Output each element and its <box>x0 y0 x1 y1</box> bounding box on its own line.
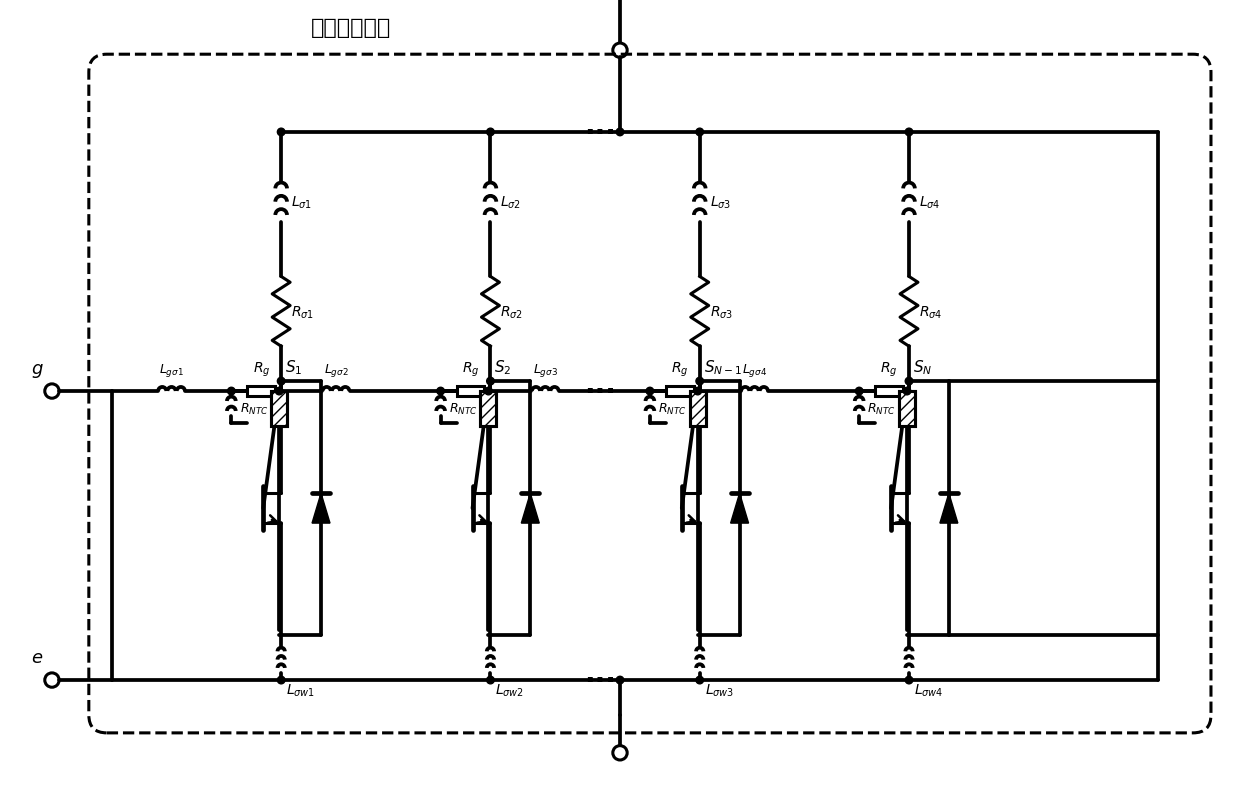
Polygon shape <box>730 494 749 523</box>
Text: $L_{\sigma w3}$: $L_{\sigma w3}$ <box>704 682 734 698</box>
Text: g: g <box>31 359 42 378</box>
Text: $L_{\sigma 3}$: $L_{\sigma 3}$ <box>709 195 730 211</box>
Text: $L_{g\sigma 4}$: $L_{g\sigma 4}$ <box>742 362 768 379</box>
Circle shape <box>486 676 495 684</box>
Bar <box>666 387 693 397</box>
Circle shape <box>903 388 911 395</box>
Circle shape <box>275 388 283 395</box>
Circle shape <box>696 129 703 136</box>
Text: ···: ··· <box>584 378 616 406</box>
Text: $S_1$: $S_1$ <box>285 358 303 376</box>
Text: $R_g$: $R_g$ <box>253 360 270 379</box>
Text: $R_{\sigma 3}$: $R_{\sigma 3}$ <box>709 304 733 320</box>
Circle shape <box>856 388 863 395</box>
Circle shape <box>486 129 495 136</box>
Circle shape <box>436 388 444 395</box>
Text: $R_{NTC}$: $R_{NTC}$ <box>239 401 268 417</box>
Text: ···: ··· <box>584 118 616 147</box>
Bar <box>247 387 275 397</box>
Text: $S_N$: $S_N$ <box>913 358 932 376</box>
Bar <box>689 392 706 427</box>
Bar <box>899 392 915 427</box>
Text: $S_2$: $S_2$ <box>495 358 512 376</box>
Polygon shape <box>312 494 330 523</box>
Circle shape <box>616 676 624 684</box>
Text: $R_{NTC}$: $R_{NTC}$ <box>658 401 687 417</box>
Circle shape <box>278 378 285 385</box>
Circle shape <box>486 378 495 385</box>
Text: $L_{\sigma w2}$: $L_{\sigma w2}$ <box>496 682 525 698</box>
Text: $R_{NTC}$: $R_{NTC}$ <box>868 401 897 417</box>
Text: $L_{\sigma 4}$: $L_{\sigma 4}$ <box>919 195 940 211</box>
Text: $R_{\sigma 4}$: $R_{\sigma 4}$ <box>919 304 942 320</box>
Text: e: e <box>31 648 42 667</box>
Circle shape <box>694 388 702 395</box>
Text: $R_g$: $R_g$ <box>880 360 898 379</box>
Text: $L_{\sigma w1}$: $L_{\sigma w1}$ <box>286 682 315 698</box>
Text: $L_{\sigma 2}$: $L_{\sigma 2}$ <box>501 195 522 211</box>
Text: $L_{g\sigma 2}$: $L_{g\sigma 2}$ <box>324 362 348 379</box>
Text: $L_{g\sigma 1}$: $L_{g\sigma 1}$ <box>159 362 184 379</box>
Circle shape <box>696 378 703 385</box>
Polygon shape <box>521 494 539 523</box>
Bar <box>272 392 288 427</box>
Circle shape <box>616 129 624 136</box>
Text: 功率器件模块: 功率器件模块 <box>311 19 391 38</box>
Bar <box>480 392 496 427</box>
Text: $R_{NTC}$: $R_{NTC}$ <box>449 401 477 417</box>
Circle shape <box>696 676 703 684</box>
Bar <box>272 392 288 427</box>
Circle shape <box>228 388 236 395</box>
Text: $R_{\sigma 1}$: $R_{\sigma 1}$ <box>291 304 314 320</box>
Circle shape <box>278 676 285 684</box>
Bar <box>480 392 496 427</box>
Circle shape <box>905 676 913 684</box>
Circle shape <box>485 388 492 395</box>
Circle shape <box>278 129 285 136</box>
Text: $R_g$: $R_g$ <box>671 360 688 379</box>
Bar <box>899 392 915 427</box>
Text: $R_{\sigma 2}$: $R_{\sigma 2}$ <box>501 304 523 320</box>
Text: $S_{N-1}$: $S_{N-1}$ <box>704 358 743 376</box>
Text: $L_{\sigma w4}$: $L_{\sigma w4}$ <box>914 682 944 698</box>
Circle shape <box>905 378 913 385</box>
Circle shape <box>646 388 653 395</box>
Text: $L_{g\sigma 3}$: $L_{g\sigma 3}$ <box>533 362 558 379</box>
Text: ···: ··· <box>584 666 616 694</box>
Text: $R_g$: $R_g$ <box>461 360 479 379</box>
Bar <box>456 387 485 397</box>
Bar <box>875 387 903 397</box>
Text: $L_{\sigma 1}$: $L_{\sigma 1}$ <box>291 195 312 211</box>
Polygon shape <box>940 494 957 523</box>
Circle shape <box>905 129 913 136</box>
Bar <box>689 392 706 427</box>
